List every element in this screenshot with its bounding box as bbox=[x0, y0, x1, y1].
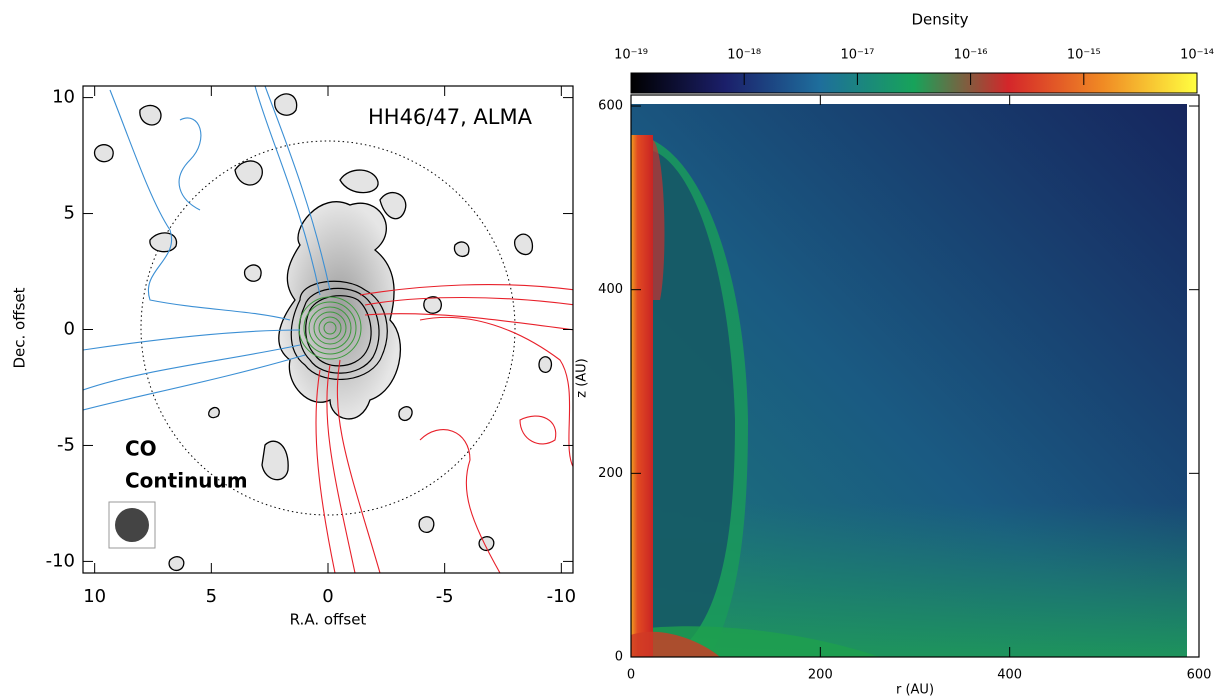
y-tick-label: -10 bbox=[46, 550, 75, 571]
continuum-contours bbox=[290, 280, 388, 380]
x-tick-label: 10 bbox=[83, 586, 106, 607]
colorbar-tick-label: 10⁻¹⁶ bbox=[954, 48, 988, 63]
y-tick-label: 10 bbox=[52, 87, 75, 108]
beam bbox=[115, 508, 149, 542]
center-contours bbox=[298, 296, 362, 360]
x-tick-label: 5 bbox=[206, 586, 217, 607]
colorbar bbox=[630, 72, 1198, 94]
colorbar-tick-label: 10⁻¹⁹ bbox=[614, 48, 648, 63]
y-tick-label: 400 bbox=[598, 282, 623, 297]
x-tick-label: -5 bbox=[436, 586, 454, 607]
x-tick-label: 0 bbox=[322, 586, 333, 607]
legend-entry: CO bbox=[125, 437, 157, 461]
co-contours bbox=[315, 284, 573, 573]
blue-contours bbox=[83, 86, 331, 411]
y-tick-label: 0 bbox=[615, 650, 623, 665]
y-tick-label: 200 bbox=[598, 466, 623, 481]
contour-art bbox=[83, 86, 573, 573]
colorbar-tick-label: 10⁻¹⁴ bbox=[1180, 48, 1214, 63]
y-tick-label: -5 bbox=[57, 434, 75, 455]
y-tick-label: 0 bbox=[64, 319, 75, 340]
legend-entry: Continuum bbox=[125, 469, 248, 493]
left-panel: HH46/47, ALMA R.A. offset Dec. offset 10… bbox=[11, 85, 576, 629]
field-circle bbox=[140, 140, 516, 516]
x-axis-label: r (AU) bbox=[896, 683, 934, 697]
x-tick-label: 600 bbox=[1187, 668, 1212, 683]
y-tick-label: 5 bbox=[64, 203, 75, 224]
panel-title: HH46/47, ALMA bbox=[368, 105, 533, 129]
colorbar-tick-label: 10⁻¹⁸ bbox=[727, 48, 761, 63]
y-axis-label: Dec. offset bbox=[11, 287, 29, 368]
x-axis-label: R.A. offset bbox=[290, 611, 367, 629]
right-panel: Density r (AU) z (AU) 0 200 400 600 0 200 400 6… bbox=[575, 11, 1214, 697]
colorbar-label: Density bbox=[911, 11, 968, 29]
x-tick-label: 200 bbox=[808, 668, 833, 683]
x-tick-label: 400 bbox=[997, 668, 1022, 683]
continuum-blobs bbox=[93, 93, 553, 572]
colorbar-tick-label: 10⁻¹⁵ bbox=[1067, 48, 1101, 63]
frame bbox=[630, 94, 1200, 658]
x-tick-label: -10 bbox=[547, 586, 576, 607]
x-tick-label: 0 bbox=[627, 668, 635, 683]
colorbar-tick-label: 10⁻¹⁷ bbox=[840, 48, 874, 63]
density-map bbox=[631, 95, 1199, 657]
y-tick-label: 600 bbox=[598, 99, 623, 114]
y-axis-label: z (AU) bbox=[575, 358, 590, 398]
